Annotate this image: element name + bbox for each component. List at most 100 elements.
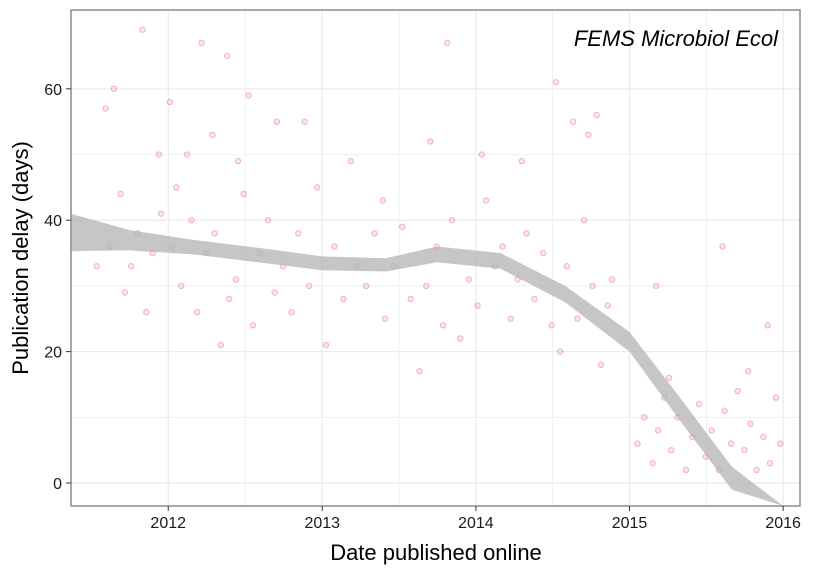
grid-minor xyxy=(71,10,800,506)
scatter-point xyxy=(427,138,434,145)
scatter-point xyxy=(223,52,231,60)
scatter-point xyxy=(652,282,660,290)
scatter-point xyxy=(604,302,611,309)
scatter-point xyxy=(753,466,760,474)
x-tick-label: 2012 xyxy=(150,515,186,532)
scatter-point xyxy=(288,308,295,316)
scatter-point xyxy=(465,276,472,283)
scatter-point xyxy=(580,217,588,224)
scatter-point xyxy=(240,190,247,198)
scatter-point xyxy=(117,190,124,198)
scatter-point xyxy=(362,282,370,290)
scatter-point xyxy=(764,322,771,329)
scatter-point xyxy=(589,282,596,290)
scatter-point xyxy=(439,322,447,329)
scatter-point xyxy=(721,407,728,414)
scatter-point xyxy=(563,263,571,270)
x-tick-label: 2015 xyxy=(612,515,648,532)
x-axis-ticks: 2012 2013 2014 2015 2016 xyxy=(150,506,801,532)
scatter-point xyxy=(209,131,216,139)
smooth-band xyxy=(71,213,784,506)
scatter-point xyxy=(593,111,600,119)
y-tick-label: 60 xyxy=(44,82,62,99)
y-axis-ticks: 0 20 40 60 xyxy=(44,82,71,493)
scatter-point xyxy=(478,151,485,158)
scatter-point xyxy=(474,302,481,309)
scatter-point xyxy=(741,446,748,454)
scatter-point xyxy=(634,440,641,447)
scatter-point xyxy=(585,131,592,139)
scatter-point xyxy=(734,387,741,395)
scatter-point xyxy=(381,315,389,322)
scatter-point xyxy=(719,243,726,250)
scatter-point xyxy=(727,440,735,447)
scatter-point xyxy=(340,295,347,303)
scatter-point xyxy=(574,315,581,322)
y-tick-label: 0 xyxy=(53,476,62,493)
scatter-point xyxy=(166,98,174,106)
scatter-point xyxy=(556,348,564,355)
x-axis-title: Date published online xyxy=(330,540,542,565)
scatter-point xyxy=(314,184,321,191)
scatter-point xyxy=(245,92,252,99)
scatter-point xyxy=(273,118,281,125)
scatter-point xyxy=(745,368,752,375)
scatter-point xyxy=(371,230,378,237)
scatter-point xyxy=(708,427,715,434)
scatter-point xyxy=(232,276,240,283)
scatter-point xyxy=(188,217,195,224)
scatter-point xyxy=(399,223,406,230)
x-tick-label: 2014 xyxy=(458,515,494,532)
scatter-point xyxy=(747,420,754,428)
scatter-point xyxy=(682,466,690,474)
scatter-point xyxy=(322,341,330,349)
scatter-point xyxy=(531,295,538,303)
scatter-point xyxy=(178,282,185,290)
y-axis-title: Publication delay (days) xyxy=(8,141,33,375)
panel-border xyxy=(70,9,801,507)
scatter-point xyxy=(194,308,201,316)
scatter-point xyxy=(331,243,338,250)
scatter-point xyxy=(143,308,150,316)
scatter-point xyxy=(102,105,109,112)
scatter-point xyxy=(157,210,165,217)
scatter-point xyxy=(198,39,205,47)
scatter-point xyxy=(306,282,313,290)
scatter-point xyxy=(217,341,225,349)
scatter-point xyxy=(482,197,490,204)
scatter-point xyxy=(552,79,560,86)
scatter-point xyxy=(540,249,547,257)
scatter-point xyxy=(608,276,616,283)
scatter-point xyxy=(211,230,218,237)
scatter-point xyxy=(173,184,180,191)
scatter-point xyxy=(649,460,656,467)
scatter-point xyxy=(668,446,675,454)
grid-major xyxy=(71,10,800,506)
journal-annotation: FEMS Microbiol Ecol xyxy=(574,26,779,51)
x-tick-label: 2013 xyxy=(304,515,340,532)
scatter-point xyxy=(695,400,703,408)
scatter-point xyxy=(155,151,163,158)
scatter-point xyxy=(249,322,257,329)
scatter-point xyxy=(139,26,146,33)
scatter-point xyxy=(183,151,191,158)
scatter-point xyxy=(110,85,118,93)
scatter-point xyxy=(448,217,456,224)
scatter-point xyxy=(766,460,774,467)
scatter-point xyxy=(499,243,506,250)
scatter-point xyxy=(457,335,464,342)
scatter-point xyxy=(597,361,605,368)
scatter-point xyxy=(271,289,278,296)
scatter-point xyxy=(518,157,525,165)
scatter-point xyxy=(226,295,233,303)
scatter-point xyxy=(295,230,302,237)
scatter-point xyxy=(777,440,784,447)
y-tick-label: 20 xyxy=(44,345,62,362)
smooth-layer xyxy=(71,213,784,506)
scatter-point xyxy=(127,263,135,270)
scatter-point xyxy=(234,157,242,165)
scatter-point xyxy=(93,263,100,270)
scatter-point xyxy=(654,427,662,434)
